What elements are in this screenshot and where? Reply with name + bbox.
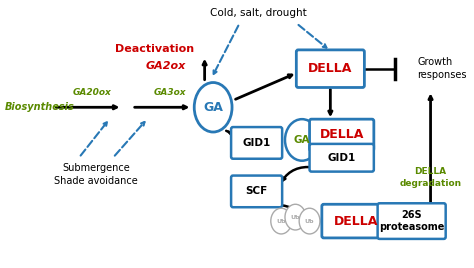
- Text: GID1: GID1: [328, 153, 356, 163]
- FancyBboxPatch shape: [310, 144, 374, 172]
- Text: Ub: Ub: [276, 219, 286, 224]
- Text: Ub: Ub: [291, 215, 300, 220]
- Ellipse shape: [271, 208, 292, 234]
- Text: Ub: Ub: [305, 219, 314, 224]
- Text: SCF: SCF: [246, 187, 268, 196]
- FancyBboxPatch shape: [296, 50, 365, 87]
- Text: Cold, salt, drought: Cold, salt, drought: [210, 8, 307, 18]
- Text: DELLA: DELLA: [319, 128, 364, 142]
- FancyBboxPatch shape: [322, 204, 390, 238]
- Text: GA3ox: GA3ox: [154, 88, 186, 97]
- Text: GID1: GID1: [243, 138, 271, 148]
- Ellipse shape: [285, 204, 306, 230]
- Ellipse shape: [299, 208, 320, 234]
- Text: DELLA: DELLA: [334, 215, 378, 228]
- Text: DELLA
degradation: DELLA degradation: [400, 167, 462, 188]
- FancyBboxPatch shape: [378, 203, 446, 239]
- Text: Growth
responses: Growth responses: [417, 57, 467, 80]
- Text: Deactivation: Deactivation: [115, 44, 194, 54]
- Text: Biosynthesis: Biosynthesis: [5, 102, 75, 112]
- Ellipse shape: [285, 119, 319, 161]
- Text: GA2ox: GA2ox: [146, 61, 186, 71]
- Ellipse shape: [194, 83, 232, 132]
- Text: 26S
proteasome: 26S proteasome: [379, 210, 444, 232]
- FancyBboxPatch shape: [231, 127, 282, 159]
- Text: GA: GA: [294, 135, 310, 145]
- Text: GA: GA: [203, 101, 223, 114]
- Text: Submergence
Shade avoidance: Submergence Shade avoidance: [54, 163, 138, 186]
- Text: GA20ox: GA20ox: [73, 88, 111, 97]
- Text: DELLA: DELLA: [308, 62, 353, 75]
- FancyBboxPatch shape: [231, 176, 282, 207]
- FancyBboxPatch shape: [310, 119, 374, 151]
